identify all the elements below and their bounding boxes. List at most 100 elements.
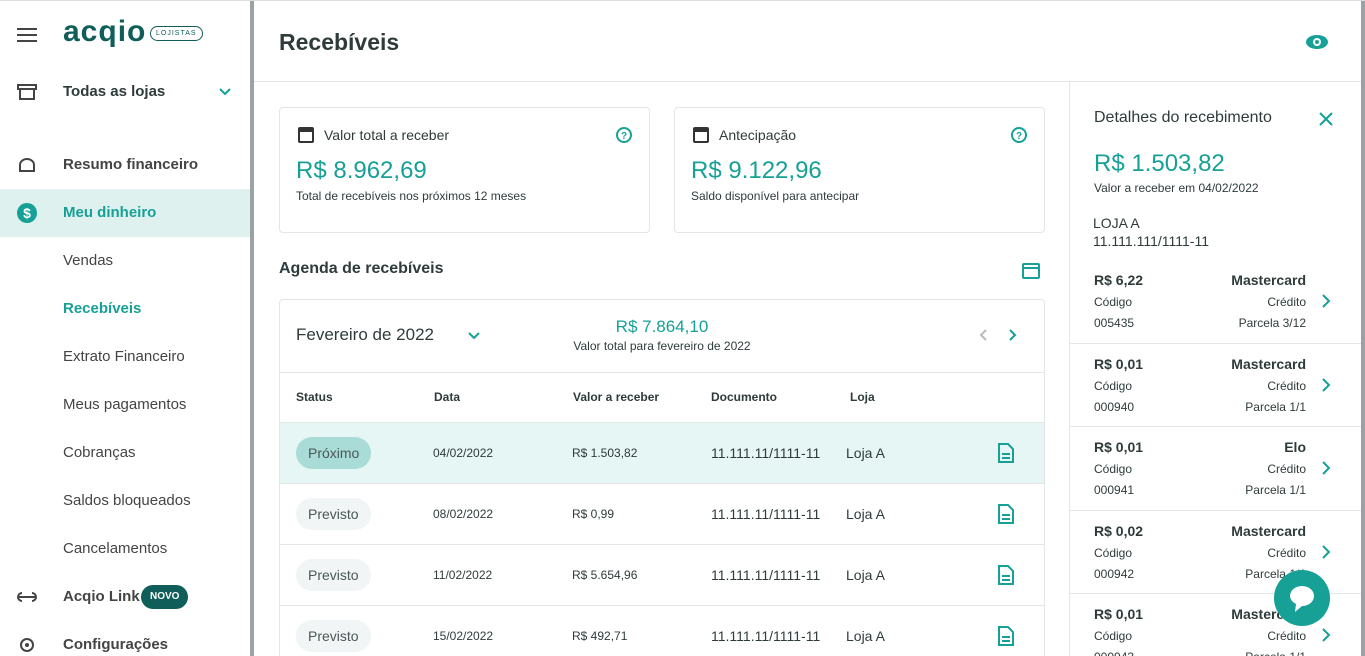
document-icon xyxy=(996,504,1016,524)
chevron-down[interactable] xyxy=(218,87,232,97)
row-date: 11/02/2022 xyxy=(433,568,493,582)
divider xyxy=(280,372,1044,373)
nav-icon xyxy=(17,155,37,175)
logo: acqio xyxy=(63,15,147,48)
item-chevron[interactable] xyxy=(1318,626,1338,646)
row-date: 04/02/2022 xyxy=(433,446,494,460)
status-chip: Previsto xyxy=(296,559,371,591)
nav-subitem[interactable]: Extrato Financeiro xyxy=(63,348,185,365)
card-icon xyxy=(297,125,317,145)
calendar-icon[interactable] xyxy=(1022,261,1040,279)
row-document: 11.111.11/1111-11 xyxy=(711,567,821,583)
nav-item[interactable]: Resumo financeiro xyxy=(63,156,199,173)
column-header: Loja xyxy=(850,390,875,404)
item-code-label: Código xyxy=(1094,629,1133,644)
nav-subitem[interactable]: Cobranças xyxy=(63,444,136,461)
row-value: R$ 0,99 xyxy=(572,507,615,521)
status-chip: Próximo xyxy=(296,437,372,469)
row-store: Loja A xyxy=(846,506,885,522)
column-header: Valor a receber xyxy=(573,390,660,404)
table-row[interactable] xyxy=(280,422,1044,483)
row-value: R$ 5.654,96 xyxy=(572,568,638,582)
nav-badge: NOVO xyxy=(141,585,189,609)
item-code: 005435 xyxy=(1094,316,1135,330)
column-header: Status xyxy=(296,390,333,404)
item-code: 000943 xyxy=(1094,650,1134,656)
table-row[interactable] xyxy=(280,544,1044,605)
svg-text:$: $ xyxy=(23,205,31,221)
item-divider xyxy=(1070,593,1361,595)
header-border xyxy=(254,81,1365,82)
item-code-label: Código xyxy=(1094,378,1133,393)
nav-icon: $ xyxy=(17,203,37,223)
nav-item[interactable]: Configurações xyxy=(63,636,169,653)
nav-icon xyxy=(17,587,37,607)
nav-subitem[interactable]: Vendas xyxy=(63,252,114,269)
item-type: Crédito xyxy=(1267,545,1306,560)
row-store: Loja A xyxy=(846,445,885,461)
item-type: Crédito xyxy=(1267,295,1306,309)
status-chip: Previsto xyxy=(296,498,371,530)
month-total-label: Valor total para fevereiro de 2022 xyxy=(573,339,751,353)
card-title: Antecipação xyxy=(719,127,797,143)
row-document: 11.111.11/1111-11 xyxy=(711,445,821,461)
row-store: Loja A xyxy=(846,628,885,644)
close-icon[interactable] xyxy=(1318,111,1334,127)
eye-icon[interactable] xyxy=(1305,34,1329,50)
item-amount: R$ 0,01 xyxy=(1094,355,1144,372)
logo-badge: LOJISTAS xyxy=(150,26,203,41)
item-chevron[interactable] xyxy=(1318,459,1338,479)
item-amount: R$ 0,01 xyxy=(1094,439,1144,456)
details-panel xyxy=(1069,82,1361,656)
store-icon xyxy=(17,84,37,100)
item-divider xyxy=(1070,342,1361,344)
row-date: 08/02/2022 xyxy=(433,507,494,521)
row-date: 15/02/2022 xyxy=(433,629,494,643)
item-code-label: Código xyxy=(1094,295,1133,309)
nav-subitem[interactable]: Meus pagamentos xyxy=(63,396,187,413)
column-header: Documento xyxy=(711,390,777,404)
row-value: R$ 1.503,82 xyxy=(572,446,638,460)
summary-card xyxy=(674,107,1045,233)
item-chevron[interactable] xyxy=(1318,543,1338,563)
item-code-label: Código xyxy=(1094,545,1133,560)
nav-item[interactable]: Acqio Link xyxy=(63,588,140,605)
svg-text:?: ? xyxy=(1016,131,1022,142)
chat-button[interactable] xyxy=(1274,570,1330,626)
nav-subitem[interactable]: Cancelamentos xyxy=(63,540,168,557)
row-value: R$ 492,71 xyxy=(572,629,628,643)
item-chevron[interactable] xyxy=(1318,292,1338,312)
item-installment: Parcela 1/1 xyxy=(1245,399,1306,414)
page-title: Recebíveis xyxy=(279,29,400,55)
month: Fevereiro de 2022 xyxy=(296,325,434,344)
month-arrows[interactable] xyxy=(977,328,1021,342)
store-selector[interactable]: Todas as lojas xyxy=(63,83,166,100)
item-installment: Parcela 1/1 xyxy=(1245,483,1306,498)
card-value: R$ 9.122,96 xyxy=(691,157,822,184)
menu-icon[interactable] xyxy=(17,27,37,43)
item-divider xyxy=(1070,509,1361,511)
card-title: Valor total a receber xyxy=(324,127,450,143)
item-brand: Mastercard xyxy=(1231,355,1306,372)
summary-card xyxy=(279,107,650,233)
table-row[interactable] xyxy=(280,605,1044,656)
nav-subitem[interactable]: Recebíveis xyxy=(63,300,142,317)
table-row[interactable] xyxy=(280,483,1044,544)
item-amount: R$ 0,01 xyxy=(1094,606,1144,623)
card-caption: Saldo disponível para antecipar xyxy=(691,189,860,203)
details-caption: Valor a receber em 04/02/2022 xyxy=(1094,181,1259,195)
nav-item[interactable]: Meu dinheiro xyxy=(63,204,157,221)
month-chevron[interactable] xyxy=(467,331,481,341)
details-store: LOJA A xyxy=(1093,215,1140,231)
nav-subitem[interactable]: Saldos bloqueados xyxy=(63,492,191,509)
column-header: Data xyxy=(434,390,461,404)
details-amount: R$ 1.503,82 xyxy=(1094,150,1225,177)
item-chevron[interactable] xyxy=(1318,376,1338,396)
item-code-label: Código xyxy=(1094,462,1133,477)
row-document: 11.111.11/1111-11 xyxy=(711,506,821,522)
nav-icon xyxy=(17,635,37,655)
item-amount: R$ 6,22 xyxy=(1094,272,1144,288)
card-caption: Total de recebíveis nos próximos 12 mese… xyxy=(296,189,527,203)
svg-text:?: ? xyxy=(621,131,627,142)
